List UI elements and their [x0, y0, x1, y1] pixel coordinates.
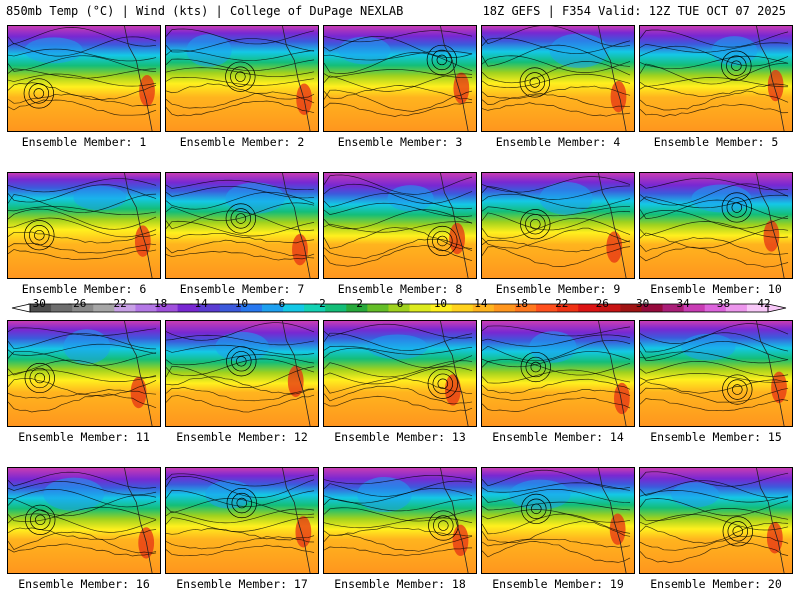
colorbar-tick-label: 6	[396, 297, 404, 310]
colorbar-swatch	[346, 304, 368, 312]
colorbar-tick-label: -26	[66, 297, 87, 310]
colorbar-tick-label: 10	[433, 297, 448, 310]
temperature-colorbar	[11, 303, 787, 313]
ensemble-map-16	[7, 467, 161, 574]
colorbar-swatch	[325, 304, 347, 312]
colorbar-swatch	[198, 304, 221, 312]
colorbar-swatch	[662, 304, 685, 312]
ensemble-map-18	[323, 467, 477, 574]
colorbar-swatch	[114, 304, 136, 312]
colorbar-swatch	[261, 304, 284, 312]
ensemble-map-14	[481, 320, 635, 427]
ensemble-map-4	[481, 25, 635, 132]
colorbar-swatch	[514, 304, 537, 312]
ensemble-map-5	[639, 25, 793, 132]
ensemble-member-label: Ensemble Member: 3	[337, 135, 463, 149]
colorbar-swatch	[725, 304, 748, 312]
ensemble-map-3	[323, 25, 477, 132]
ensemble-member-label: Ensemble Member: 19	[492, 577, 624, 591]
colorbar-swatch	[135, 304, 157, 312]
colorbar-tick-label: -14	[187, 297, 208, 310]
colorbar-swatch	[177, 304, 200, 312]
colorbar-swatch	[93, 304, 115, 312]
colorbar-swatch	[240, 304, 263, 312]
colorbar-swatch	[641, 304, 663, 312]
colorbar-swatch	[557, 304, 579, 312]
ensemble-map-10	[639, 172, 793, 279]
ensemble-member-label: Ensemble Member: 2	[179, 135, 305, 149]
colorbar-swatch	[388, 304, 410, 312]
colorbar-swatch	[156, 304, 178, 312]
colorbar-tick-label: -18	[147, 297, 168, 310]
ensemble-member-label: Ensemble Member: 9	[495, 282, 621, 296]
colorbar-swatch	[578, 304, 600, 312]
ensemble-map-7	[165, 172, 319, 279]
colorbar-tick-label: -30	[26, 297, 46, 310]
colorbar-swatch	[51, 304, 73, 312]
colorbar-tick-label: -2	[312, 297, 326, 310]
ensemble-member-label: Ensemble Member: 20	[650, 577, 782, 591]
ensemble-member-label: Ensemble Member: 5	[653, 135, 779, 149]
colorbar-swatch	[472, 304, 495, 312]
ensemble-member-label: Ensemble Member: 4	[495, 135, 621, 149]
colorbar-swatch	[72, 304, 94, 312]
colorbar-swatch	[304, 304, 326, 312]
ensemble-map-12	[165, 320, 319, 427]
ensemble-member-label: Ensemble Member: 1	[21, 135, 147, 149]
colorbar-swatch	[599, 304, 621, 312]
ensemble-member-label: Ensemble Member: 6	[21, 282, 147, 296]
ensemble-map-15	[639, 320, 793, 427]
colorbar-tick-label: 30	[636, 297, 650, 310]
colorbar-swatch	[746, 304, 769, 312]
colorbar-tick-label: 22	[555, 297, 569, 310]
colorbar-swatch	[620, 304, 642, 312]
ensemble-member-label: Ensemble Member: 17	[176, 577, 308, 591]
ensemble-map-11	[7, 320, 161, 427]
ensemble-member-label: Ensemble Member: 10	[650, 282, 782, 296]
ensemble-member-label: Ensemble Member: 13	[334, 430, 466, 444]
ensemble-member-label: Ensemble Member: 11	[18, 430, 150, 444]
ensemble-map-9	[481, 172, 635, 279]
ensemble-map-13	[323, 320, 477, 427]
ensemble-map-8	[323, 172, 477, 279]
ensemble-map-20	[639, 467, 793, 574]
colorbar-tick-label: -22	[106, 297, 127, 310]
colorbar-swatch	[409, 304, 432, 312]
colorbar-swatch	[683, 304, 706, 312]
colorbar-right-arrow	[767, 303, 787, 313]
colorbar-swatch	[536, 304, 558, 312]
chart-title: 850mb Temp (°C) | Wind (kts) | College o…	[6, 4, 404, 18]
colorbar-swatch	[283, 304, 305, 312]
ensemble-map-6	[7, 172, 161, 279]
colorbar-tick-label: 34	[676, 297, 690, 310]
colorbar-tick-label: 26	[595, 297, 609, 310]
ensemble-member-label: Ensemble Member: 16	[18, 577, 150, 591]
ensemble-member-label: Ensemble Member: 7	[179, 282, 305, 296]
colorbar-swatch	[430, 304, 453, 312]
colorbar-tick-label: 38	[716, 297, 731, 310]
ensemble-member-label: Ensemble Member: 8	[337, 282, 463, 296]
colorbar-tick-label: -10	[228, 297, 249, 310]
colorbar-swatch	[704, 304, 727, 312]
colorbar-swatch	[493, 304, 516, 312]
ensemble-member-label: Ensemble Member: 14	[492, 430, 624, 444]
model-run-info: 18Z GEFS | F354 Valid: 12Z TUE OCT 07 20…	[482, 4, 786, 18]
ensemble-member-label: Ensemble Member: 12	[176, 430, 308, 444]
ensemble-map-17	[165, 467, 319, 574]
colorbar-tick-label: 14	[474, 297, 488, 310]
colorbar-swatch	[367, 304, 389, 312]
colorbar-swatch	[219, 304, 242, 312]
ensemble-member-label: Ensemble Member: 15	[650, 430, 782, 444]
ensemble-map-2	[165, 25, 319, 132]
colorbar-tick-label: 2	[356, 297, 363, 310]
colorbar-tick-label: 42	[757, 297, 771, 310]
colorbar-swatch	[30, 304, 52, 312]
colorbar-swatch	[451, 304, 474, 312]
ensemble-map-19	[481, 467, 635, 574]
colorbar-tick-label: 18	[514, 297, 528, 310]
colorbar-tick-label: -6	[272, 297, 286, 310]
ensemble-member-label: Ensemble Member: 18	[334, 577, 466, 591]
ensemble-map-1	[7, 25, 161, 132]
